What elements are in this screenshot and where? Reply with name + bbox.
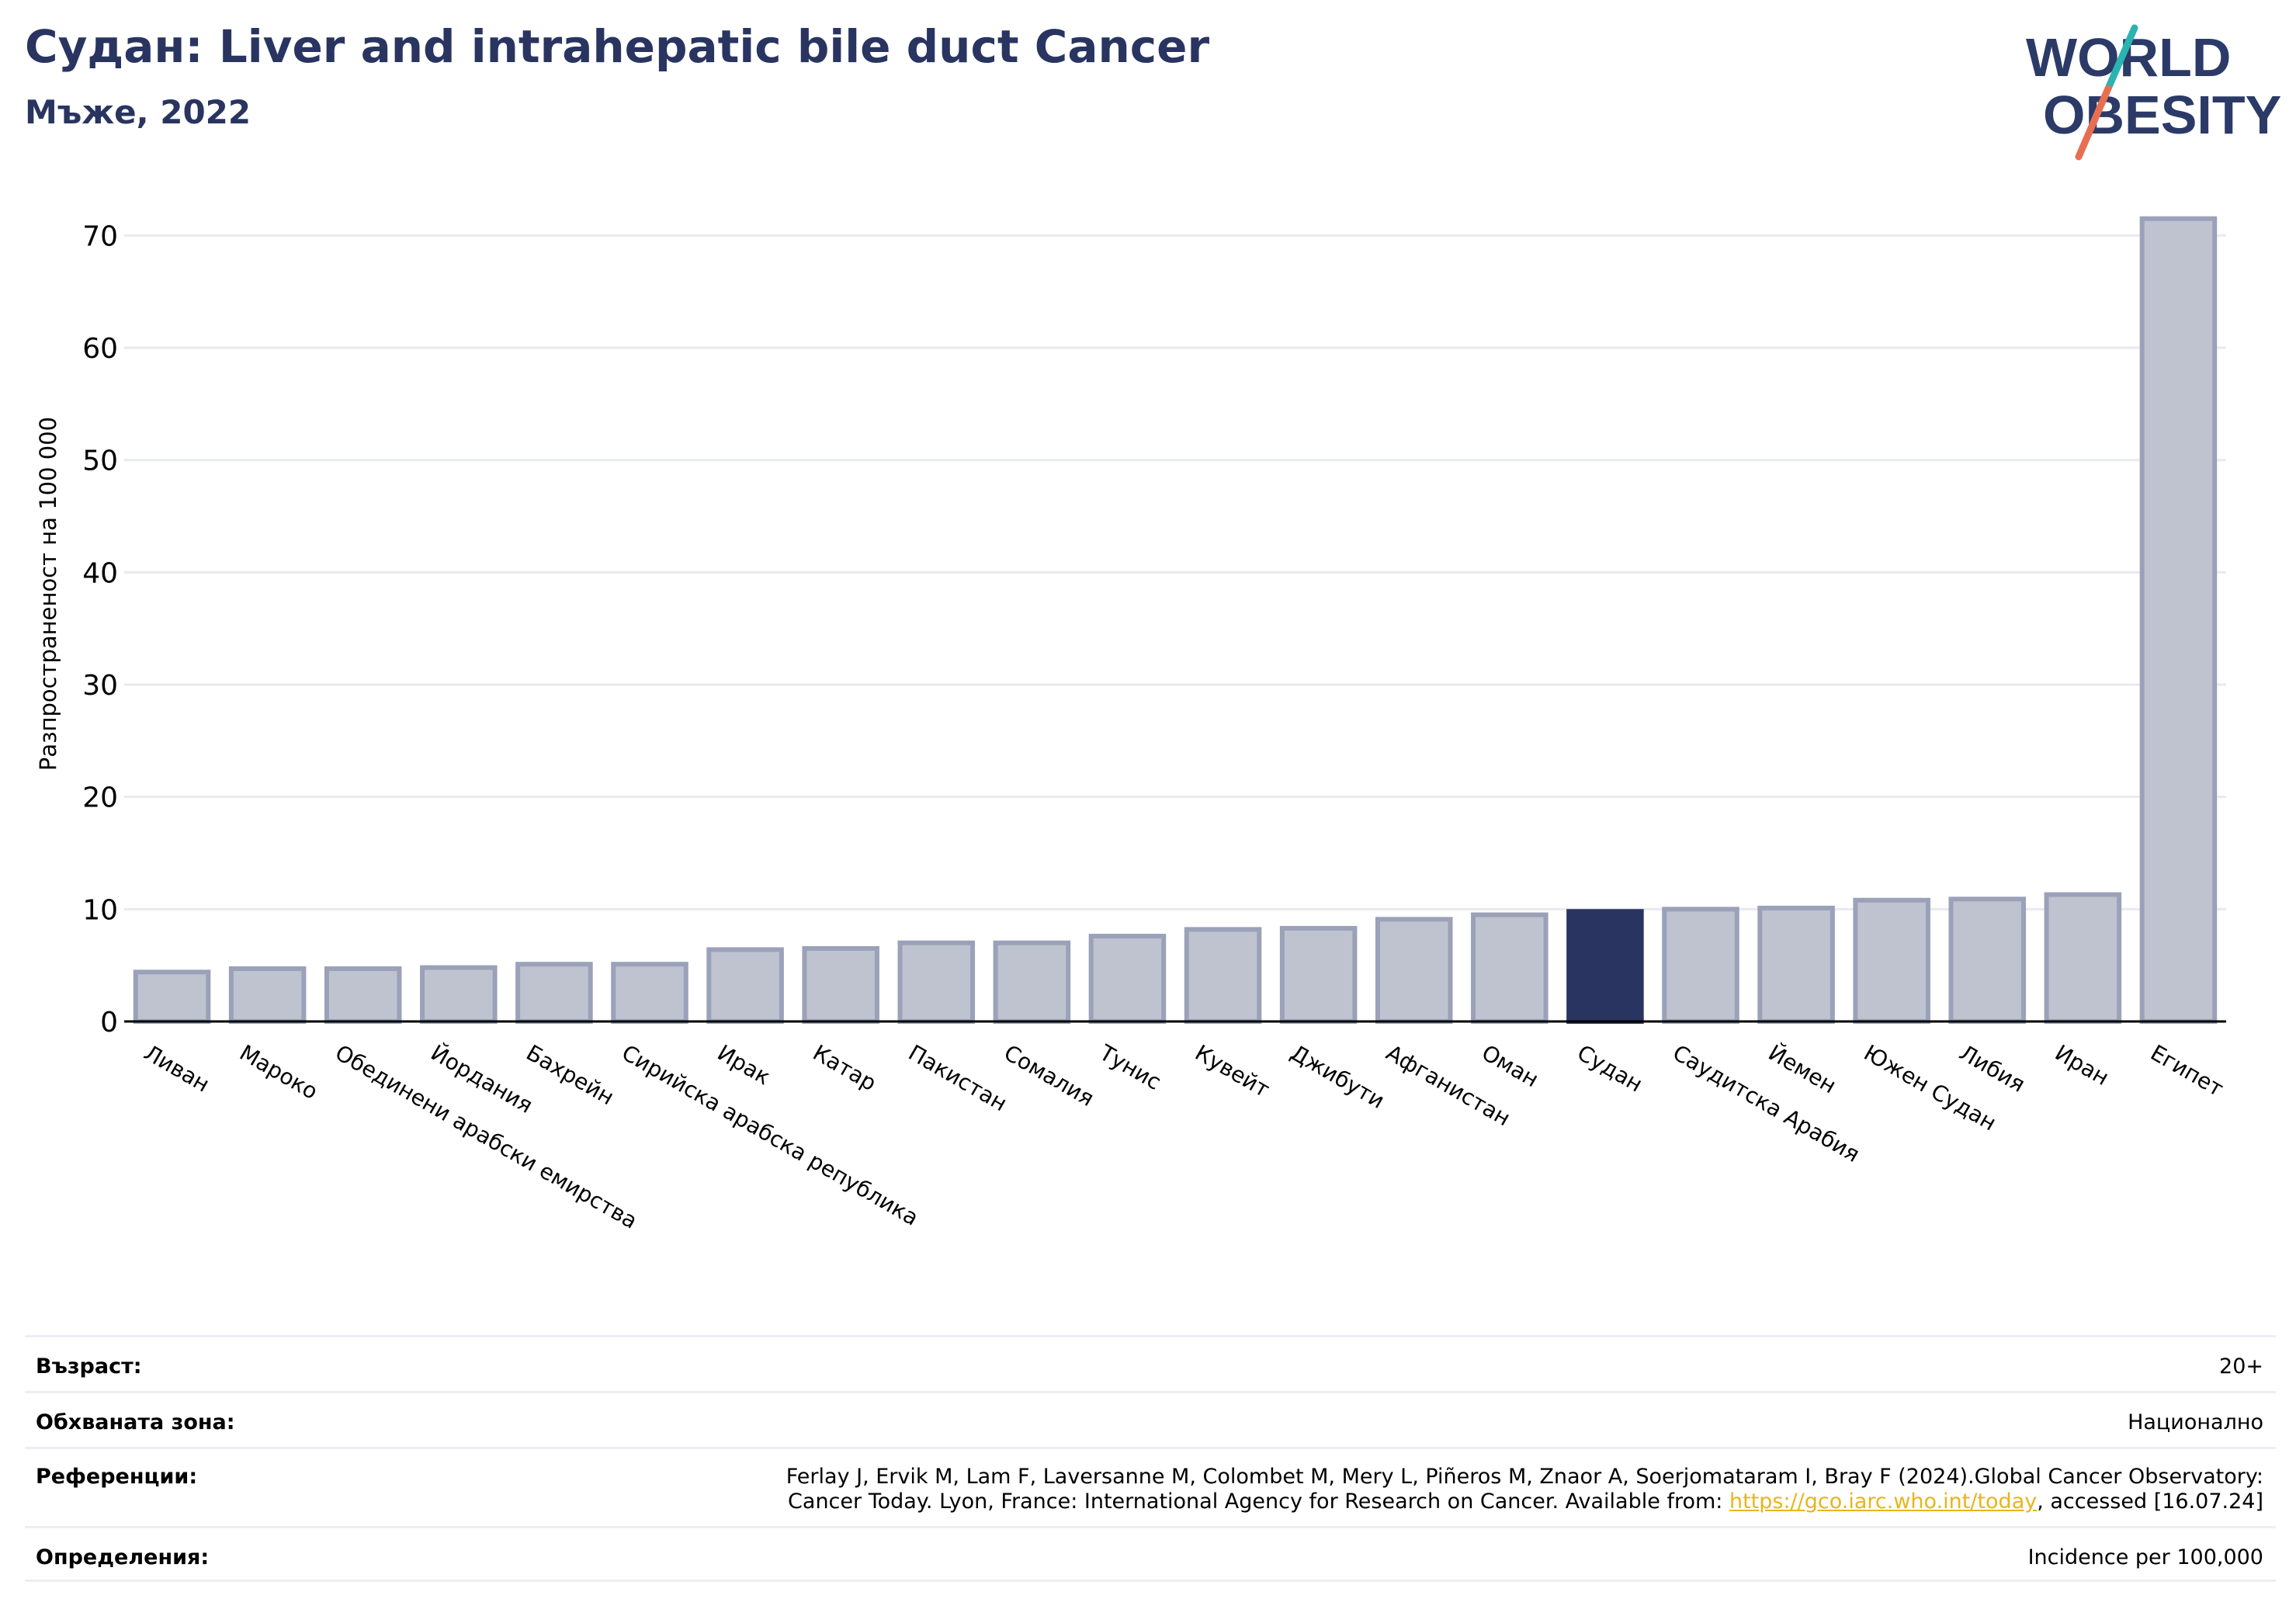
- x-tick-label: Ирак: [713, 1039, 775, 1090]
- x-tick-label: Пакистан: [904, 1039, 1011, 1116]
- y-tick-label: 50: [82, 446, 118, 477]
- y-tick-label: 20: [82, 782, 118, 814]
- bar: [1757, 905, 1835, 1024]
- logo-slash-top: [2104, 24, 2138, 92]
- bars: [133, 216, 2218, 1025]
- bar: [802, 945, 879, 1025]
- x-axis-labels: Ливан Мароко Обединени арабски емирстваЙор…: [140, 1039, 2228, 1234]
- bar: [1375, 917, 1453, 1025]
- references-link[interactable]: https://gco.iarc.who.int/today: [1729, 1489, 2038, 1514]
- age-label: Възраст:: [36, 1354, 142, 1379]
- x-tick-label: Сомалия: [1000, 1039, 1098, 1111]
- y-tick-label: 70: [82, 220, 118, 252]
- footer-row-references: Референции: Ferlay J, Ervik M, Lam F, La…: [25, 1447, 2276, 1526]
- chart-subtitle: Мъже, 2022: [25, 93, 251, 131]
- y-tick-label: 60: [82, 333, 118, 365]
- x-tick-label: Египет: [2146, 1039, 2228, 1101]
- y-tick-label: 30: [82, 670, 118, 702]
- bar: [1471, 912, 1549, 1024]
- bar: [611, 962, 688, 1024]
- bar: [324, 966, 402, 1025]
- bar: [2044, 892, 2122, 1024]
- references-label: Референции:: [36, 1465, 198, 1489]
- age-value: 20+: [2219, 1354, 2263, 1379]
- y-axis-title: Разпространеност на 100 000: [35, 417, 61, 771]
- bar: [706, 947, 784, 1025]
- references-line-1: Ferlay J, Ervik M, Lam F, Laversanne M, …: [786, 1465, 2263, 1489]
- footer-row-definitions: Определения: Incidence per 100,000: [25, 1526, 2276, 1582]
- bar: [515, 962, 593, 1024]
- x-tick-label: Тунис: [1094, 1039, 1165, 1095]
- y-axis-ticks: 0 10 20 30 40 50 60 70: [82, 220, 118, 1039]
- x-tick-label: Бахрейн: [522, 1039, 618, 1110]
- bar: [993, 940, 1071, 1025]
- references-line-2-end: , accessed [16.07.24]: [2037, 1489, 2263, 1514]
- bar: [1948, 896, 2027, 1024]
- logo-slash-bottom: [2075, 85, 2112, 161]
- bar: [1184, 927, 1262, 1025]
- bar: [133, 969, 211, 1025]
- bar: [228, 966, 307, 1025]
- bar: [1088, 934, 1167, 1025]
- definitions-label: Определения:: [36, 1545, 210, 1569]
- y-tick-label: 0: [100, 1007, 118, 1039]
- footer-row-age: Възраст: 20+: [25, 1335, 2276, 1391]
- world-obesity-logo: WORLD OBESITY: [2026, 24, 2281, 161]
- bar: [897, 940, 976, 1025]
- references-value: Ferlay J, Ervik M, Lam F, Laversanne M, …: [786, 1465, 2276, 1514]
- x-tick-label: Судан: [1573, 1039, 1646, 1097]
- x-tick-label: Либия: [1955, 1039, 2030, 1097]
- area-value: Национално: [2128, 1410, 2263, 1434]
- y-tick-label: 10: [82, 894, 118, 926]
- area-label: Обхваната зона:: [36, 1410, 235, 1434]
- x-tick-label: Катар: [809, 1039, 881, 1096]
- x-tick-label: Иран: [2051, 1039, 2114, 1091]
- info-footer: Възраст: 20+ Обхваната зона: Национално …: [25, 1335, 2276, 1582]
- definitions-value: Incidence per 100,000: [2027, 1545, 2263, 1569]
- x-tick-label: Джибути: [1286, 1039, 1389, 1113]
- x-tick-label: Ливан: [140, 1039, 213, 1097]
- bar: [420, 965, 498, 1024]
- x-tick-label: Йемен: [1764, 1039, 1841, 1099]
- x-tick-label: Оман: [1477, 1039, 1543, 1092]
- references-line-2-start: Cancer Today. Lyon, France: Internationa…: [788, 1489, 1729, 1514]
- bar-highlight: [1566, 909, 1644, 1024]
- x-tick-label: Мароко: [235, 1039, 322, 1105]
- chart-title: Судан: Liver and intrahepatic bile duct …: [25, 20, 1210, 73]
- grid-lines: [124, 234, 2226, 910]
- x-tick-label: Кувейт: [1191, 1039, 1274, 1102]
- footer-row-area: Обхваната зона: Национално: [25, 1391, 2276, 1447]
- bar: [1279, 925, 1358, 1024]
- logo-text-obesity: OBESITY: [2043, 85, 2281, 145]
- bar: [2139, 216, 2218, 1025]
- bar: [1662, 907, 1739, 1024]
- y-tick-label: 40: [82, 557, 118, 589]
- bar: [1853, 897, 1930, 1025]
